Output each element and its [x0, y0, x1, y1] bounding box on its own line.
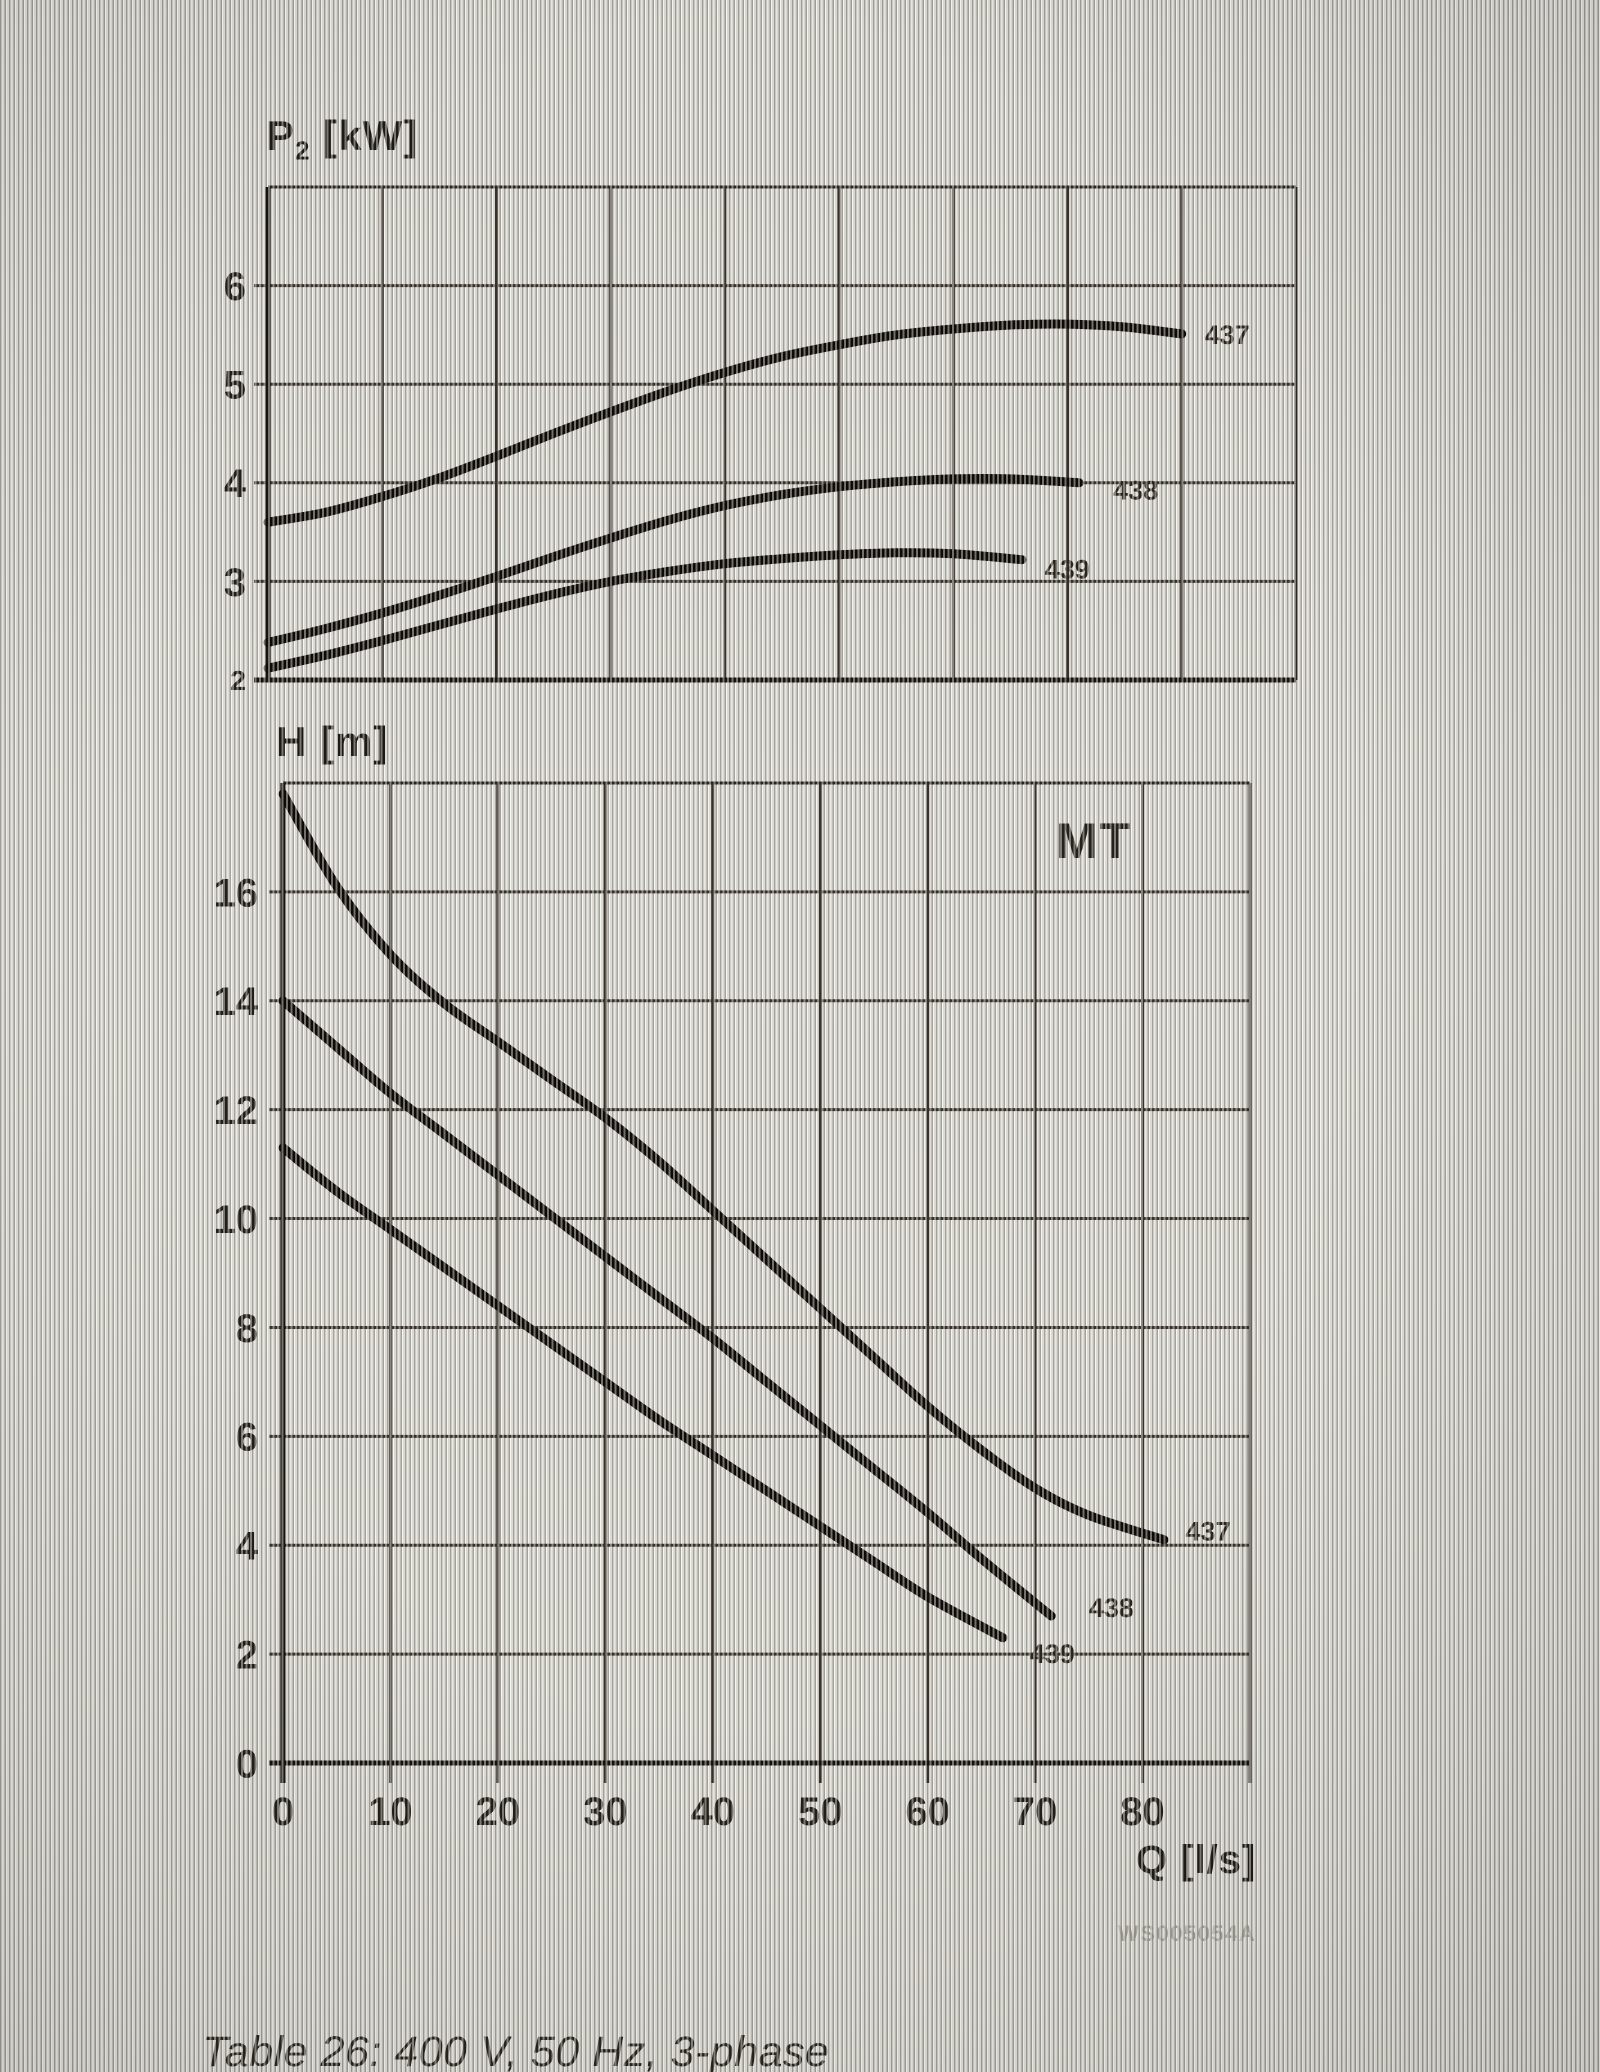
curve-439 [263, 548, 1027, 673]
y-tick-label-8: 8 [236, 1307, 258, 1351]
y-tick-label-5: 5 [224, 364, 246, 408]
y-tick-label-6: 6 [236, 1416, 258, 1460]
curve-label-437: 437 [1186, 1517, 1231, 1547]
y-tick-label-2: 2 [230, 665, 246, 696]
x-tick-label-60: 60 [905, 1790, 950, 1834]
curve-label-438: 438 [1113, 476, 1158, 506]
x-tick-label-80: 80 [1120, 1790, 1165, 1834]
h-axis-label: H [m] [276, 718, 389, 765]
q-axis-label: Q [l/s] [1136, 1838, 1257, 1882]
y-tick-label-4: 4 [236, 1525, 259, 1569]
p2-axis-label-sub: 2 [295, 135, 311, 166]
y-tick-label-14: 14 [214, 980, 259, 1024]
curve-438 [263, 473, 1084, 647]
mt-corner-label: MT [1056, 813, 1133, 869]
watermark-code: WS005054A [1118, 1921, 1257, 1946]
y-tick-label-0: 0 [236, 1742, 258, 1786]
curve-label-439: 439 [1045, 555, 1090, 585]
curve-439 [278, 1143, 1008, 1643]
y-tick-label-10: 10 [214, 1198, 259, 1242]
table-caption: Table 26: 400 V, 50 Hz, 3-phase [202, 2028, 830, 2072]
curve-437 [263, 319, 1187, 527]
curve-label-438: 438 [1089, 1593, 1134, 1623]
p2-axis-label: P2 [kW] [266, 112, 418, 166]
y-tick-label-3: 3 [224, 561, 246, 605]
curve-label-437: 437 [1205, 320, 1250, 350]
p2-axis-label-unit: [kW] [310, 112, 419, 159]
y-tick-label-2: 2 [236, 1634, 258, 1678]
x-tick-label-30: 30 [583, 1790, 628, 1834]
curve-438 [278, 996, 1056, 1621]
y-tick-label-16: 16 [214, 871, 259, 915]
p2-axis-label-main: P [266, 112, 296, 159]
y-tick-label-4: 4 [224, 462, 247, 506]
y-tick-label-6: 6 [224, 265, 246, 309]
y-tick-label-12: 12 [214, 1089, 259, 1133]
x-tick-label-50: 50 [798, 1790, 843, 1834]
x-tick-label-10: 10 [368, 1790, 413, 1834]
x-tick-label-0: 0 [272, 1790, 294, 1834]
x-tick-label-70: 70 [1013, 1790, 1058, 1834]
curve-437 [278, 789, 1169, 1545]
x-tick-label-40: 40 [691, 1790, 736, 1834]
x-tick-label-20: 20 [476, 1790, 521, 1834]
curve-label-439: 439 [1030, 1639, 1075, 1669]
